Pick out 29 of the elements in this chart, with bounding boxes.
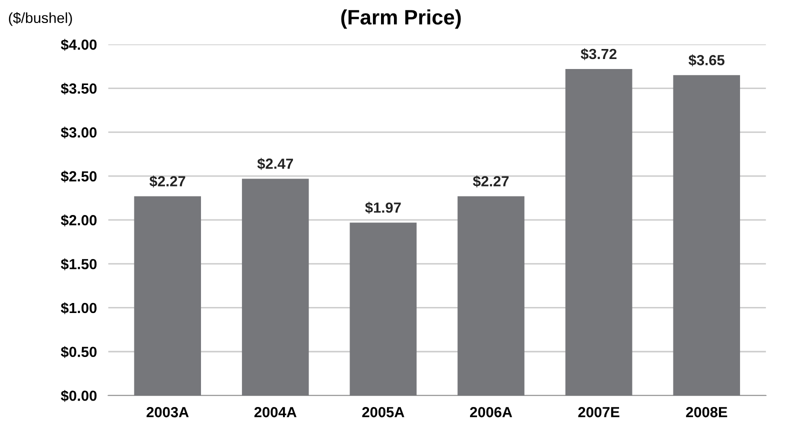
data-label: $2.47 [257, 158, 293, 170]
y-tick-label: $3.50 [60, 82, 97, 95]
y-tick-label: $1.00 [60, 302, 97, 314]
bar [673, 75, 740, 396]
data-label: $1.97 [365, 202, 401, 214]
y-tick-label: $0.50 [60, 346, 97, 358]
y-tick-label: $2.00 [60, 214, 97, 226]
y-tick-label: $2.50 [60, 170, 97, 182]
y-tick-label: $3.00 [60, 126, 97, 139]
data-label: $2.27 [472, 175, 509, 188]
y-tick-label: $4.00 [60, 38, 97, 51]
data-label: $3.72 [580, 48, 616, 60]
data-label: $3.65 [688, 54, 724, 66]
x-tick-label: 2004A [254, 407, 296, 418]
x-tick-label: 2007E [578, 407, 620, 418]
x-tick-label: 2005A [362, 407, 404, 418]
bar [242, 178, 309, 396]
bar [134, 196, 201, 396]
bar [565, 68, 632, 396]
bar [350, 222, 417, 396]
y-tick-label: $0.00 [60, 390, 97, 402]
y-axis-title: ($/bushel) [8, 12, 72, 26]
chart-title: (Farm Price) [341, 9, 461, 29]
data-label: $2.27 [150, 175, 186, 188]
x-tick-label: 2003A [146, 407, 189, 418]
y-tick-label: $1.50 [60, 258, 97, 270]
x-tick-label: 2006A [470, 407, 512, 418]
bar [458, 196, 524, 396]
x-tick-label: 2008E [686, 407, 728, 418]
